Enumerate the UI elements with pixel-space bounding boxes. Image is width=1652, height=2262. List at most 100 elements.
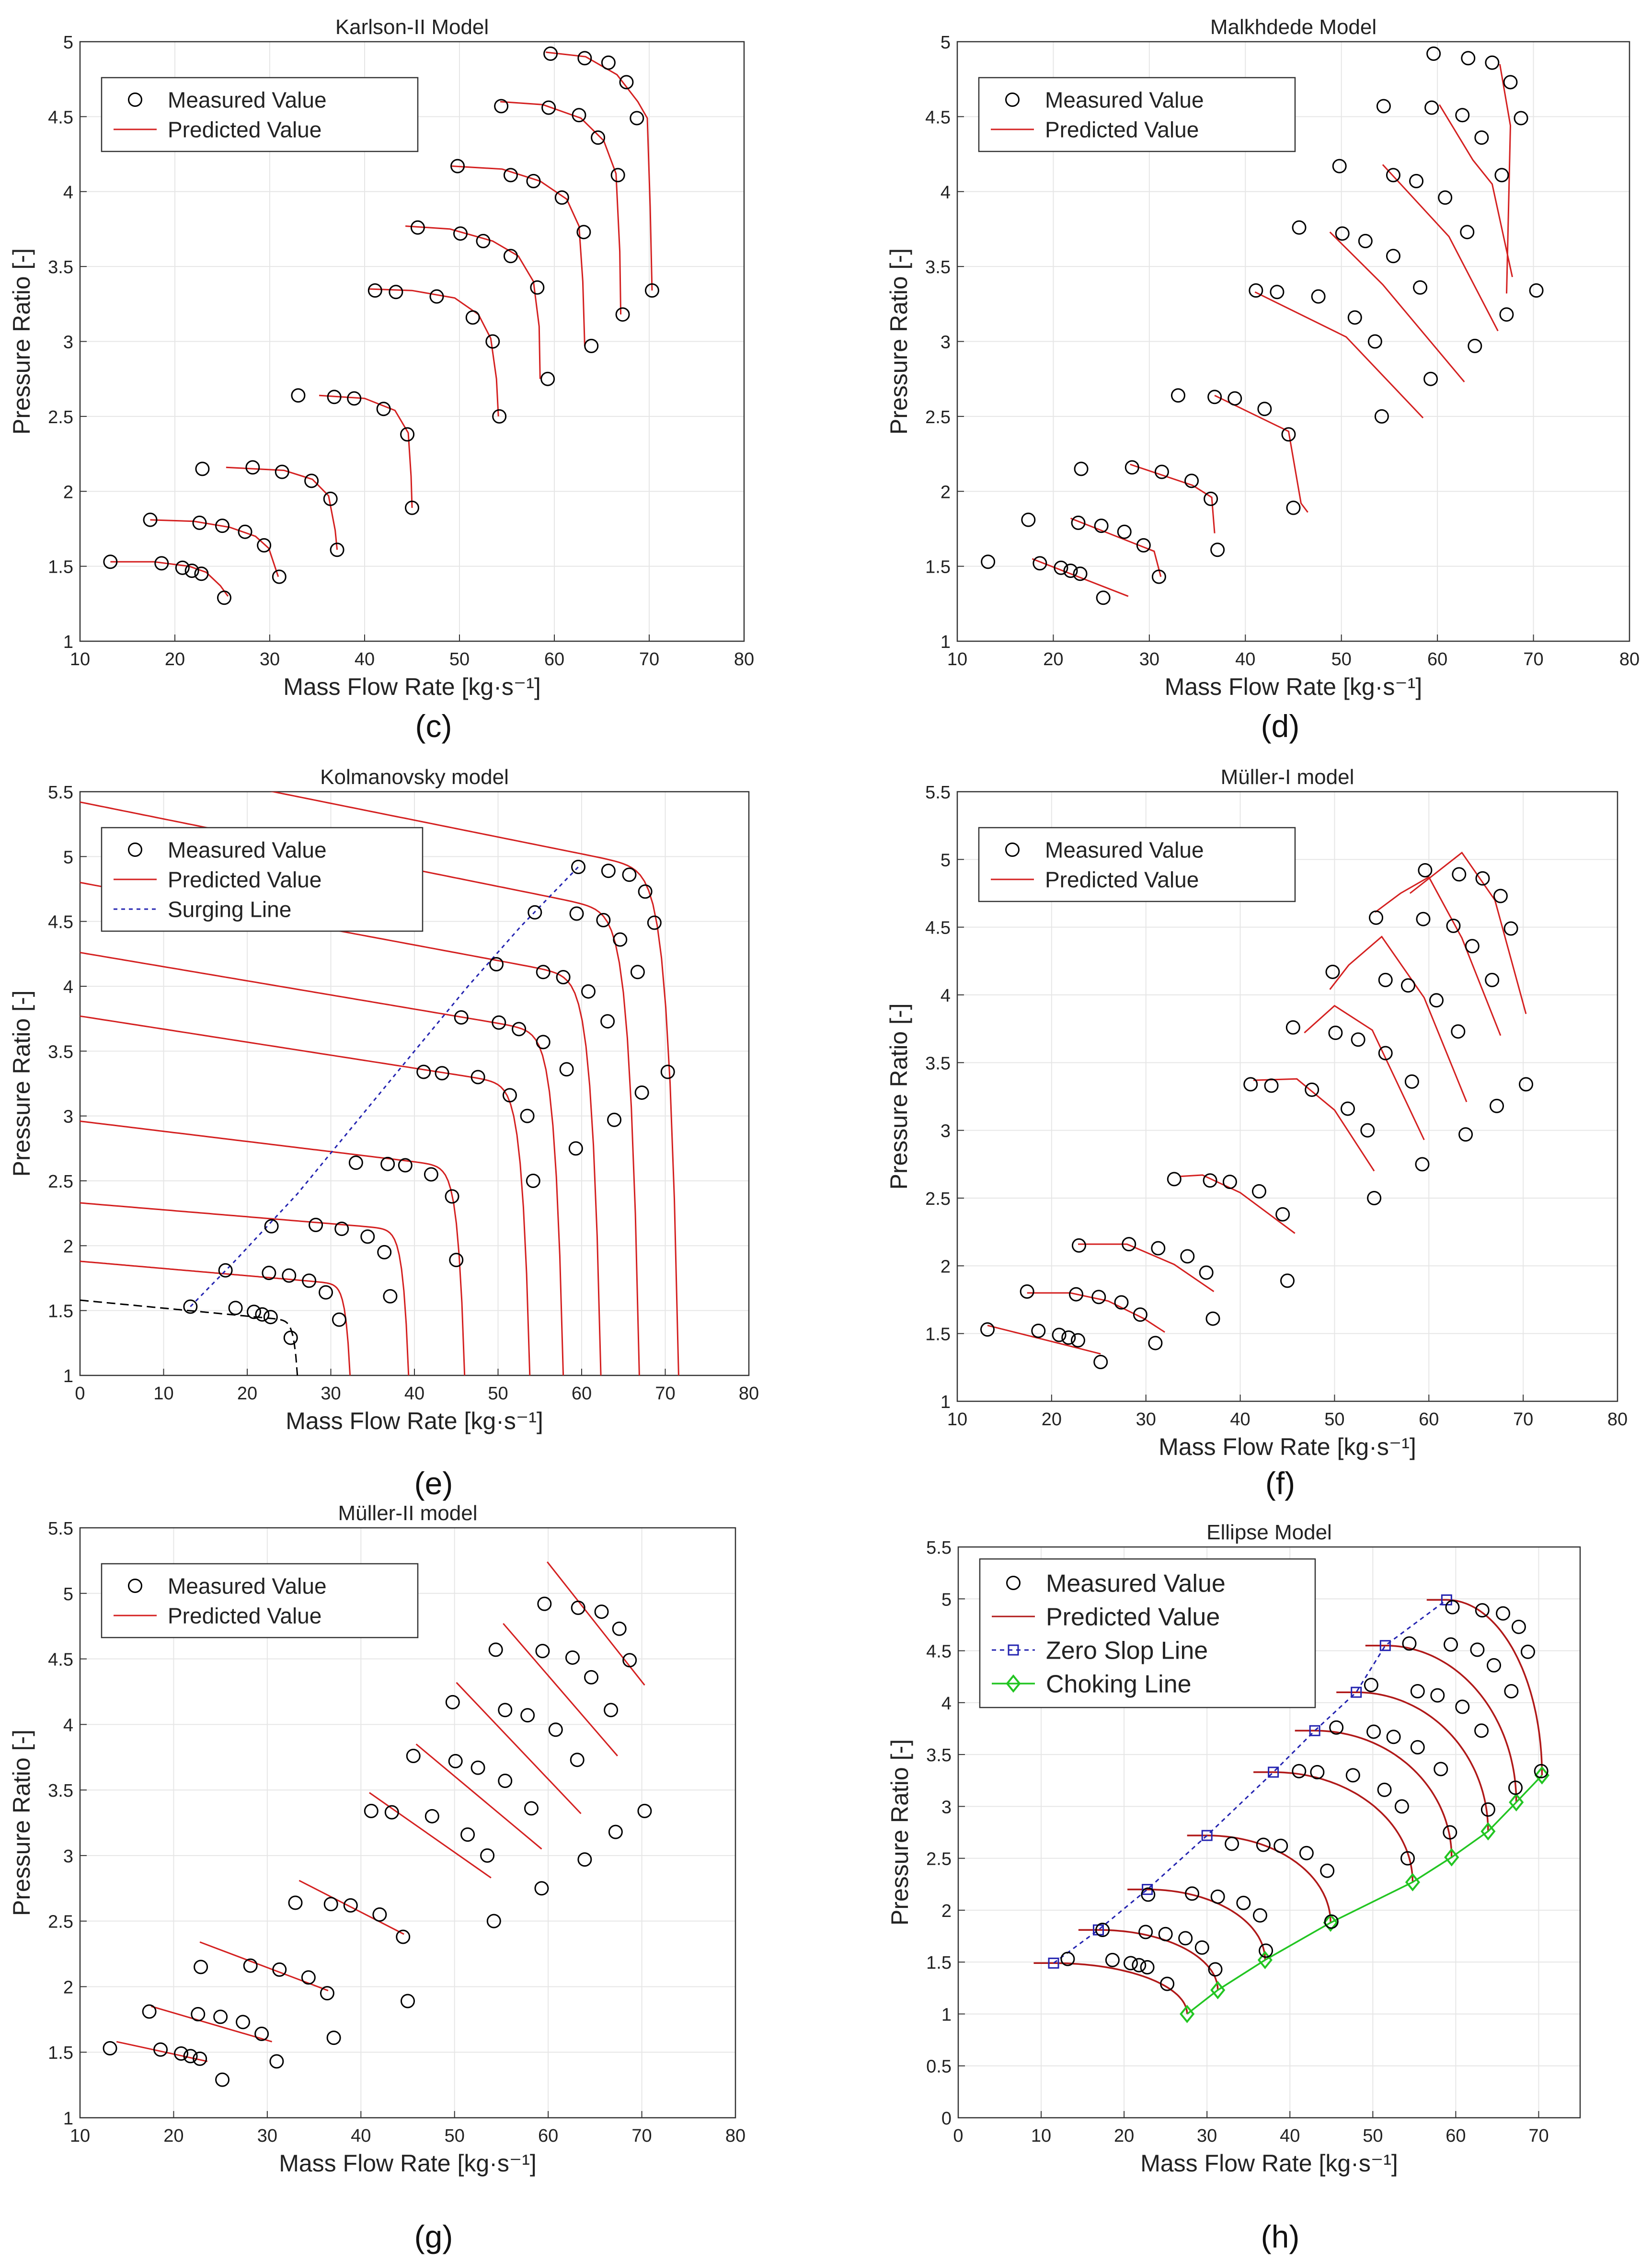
y-axis-label: Pressure Ratio [-] <box>8 248 35 435</box>
measured-point <box>503 168 518 183</box>
x-tick-label: 20 <box>165 649 185 669</box>
x-tick-label: 40 <box>404 1384 424 1404</box>
measured-point <box>309 1218 323 1233</box>
measured-point <box>1499 307 1514 322</box>
predicted-ellipse <box>1426 1599 1543 1776</box>
y-tick-label: 2 <box>941 482 951 502</box>
measured-point <box>1324 1914 1339 1929</box>
y-tick-label: 2.5 <box>48 407 73 427</box>
y-tick-label: 2.5 <box>48 1912 73 1932</box>
predicted-line <box>1409 852 1527 1014</box>
measured-point <box>1455 1699 1470 1714</box>
measured-point <box>644 283 659 298</box>
measured-point <box>520 1108 535 1123</box>
panel-label: (f) <box>1265 1466 1295 1501</box>
legend: Measured Value Predicted Value <box>101 77 419 152</box>
measured-point <box>1386 1730 1401 1744</box>
panel-label: (d) <box>1261 708 1300 744</box>
y-tick-label: 3.5 <box>925 257 951 277</box>
y-axis-label: Pressure Ratio [-] <box>885 248 912 435</box>
chart-title: Müller-II model <box>338 1501 478 1525</box>
legend-label: Predicted Value <box>1045 117 1199 142</box>
x-tick-label: 60 <box>544 649 564 669</box>
measured-point <box>383 1289 398 1304</box>
y-tick-label: 2.5 <box>926 1849 952 1870</box>
measured-point <box>215 519 229 533</box>
measured-point <box>1360 1123 1375 1138</box>
predicted-line <box>1375 876 1502 1036</box>
measured-point <box>264 1219 279 1234</box>
measured-point <box>263 1310 278 1325</box>
predicted-curve <box>80 1260 351 1375</box>
series-group <box>103 46 659 605</box>
measured-point <box>1529 283 1544 298</box>
measured-point <box>1340 1101 1355 1116</box>
legend-zero-slope-marker <box>1008 1644 1019 1656</box>
measured-point <box>1031 1324 1046 1339</box>
measured-point <box>615 307 630 322</box>
measured-point <box>1366 1724 1381 1739</box>
measured-point <box>1452 867 1467 882</box>
chart-title: Ellipse Model <box>1206 1521 1332 1544</box>
predicted-line <box>151 2006 273 2043</box>
measured-point <box>450 159 465 173</box>
measured-point <box>1329 1720 1344 1735</box>
measured-point <box>1160 1976 1175 1991</box>
measured-point <box>282 1268 297 1283</box>
measured-point <box>1410 1740 1425 1754</box>
measured-point <box>377 1245 392 1259</box>
x-tick-label: 30 <box>1139 649 1159 669</box>
y-tick-label: 4.5 <box>925 107 951 127</box>
zero-slope-marker <box>1201 1830 1213 1841</box>
measured-point <box>1069 1287 1084 1302</box>
x-tick-label: 20 <box>1114 2126 1134 2146</box>
measured-point <box>1413 280 1428 295</box>
measured-point <box>1438 190 1453 205</box>
measured-point <box>302 1273 317 1288</box>
choking-marker <box>1180 2005 1195 2023</box>
measured-point <box>536 965 551 980</box>
legend-label: Measured Value <box>1045 838 1204 863</box>
measured-point <box>1394 1799 1409 1814</box>
measured-point <box>348 1155 363 1170</box>
measured-point <box>613 932 628 947</box>
x-axis-label: Mass Flow Rate [kg·s⁻¹] <box>1165 673 1423 700</box>
measured-point <box>1386 168 1400 183</box>
measured-point <box>498 1703 513 1718</box>
measured-point <box>183 2049 198 2064</box>
x-tick-label: 30 <box>260 649 280 669</box>
x-axis-label: Mass Flow Rate [kg·s⁻¹] <box>1140 2150 1398 2177</box>
measured-point <box>1410 1684 1425 1698</box>
measured-point <box>330 542 344 557</box>
chart-title: Kolmanovsky model <box>320 765 509 789</box>
measured-point <box>1054 560 1068 575</box>
legend-box <box>101 1563 419 1639</box>
axes-box <box>957 1546 1581 2119</box>
measured-point <box>275 464 289 479</box>
x-tick-label: 60 <box>1419 1409 1439 1430</box>
measured-point <box>288 1895 303 1910</box>
predicted-line <box>1382 164 1499 332</box>
measured-point <box>1286 500 1301 515</box>
measured-point <box>1358 233 1373 248</box>
measured-point <box>424 1167 438 1182</box>
y-tick-label: 2.5 <box>925 407 951 427</box>
legend-label: Predicted Value <box>168 1604 321 1628</box>
measured-point <box>1154 464 1169 479</box>
measured-point <box>526 1174 540 1188</box>
measured-point <box>1367 1191 1382 1205</box>
legend-measured-symbol <box>128 842 142 857</box>
measured-point <box>1458 1127 1473 1142</box>
legend-measured-symbol <box>128 1579 142 1593</box>
measured-point <box>494 99 509 114</box>
y-tick-label: 4 <box>63 977 73 997</box>
predicted-curve <box>80 1202 410 1375</box>
measured-point <box>581 984 596 999</box>
measured-point <box>1455 108 1470 123</box>
measured-point <box>448 1754 463 1768</box>
measured-point <box>1474 1723 1489 1738</box>
choking-marker <box>1210 1981 1226 1999</box>
predicted-curve <box>269 792 679 1375</box>
measured-point <box>347 391 362 406</box>
